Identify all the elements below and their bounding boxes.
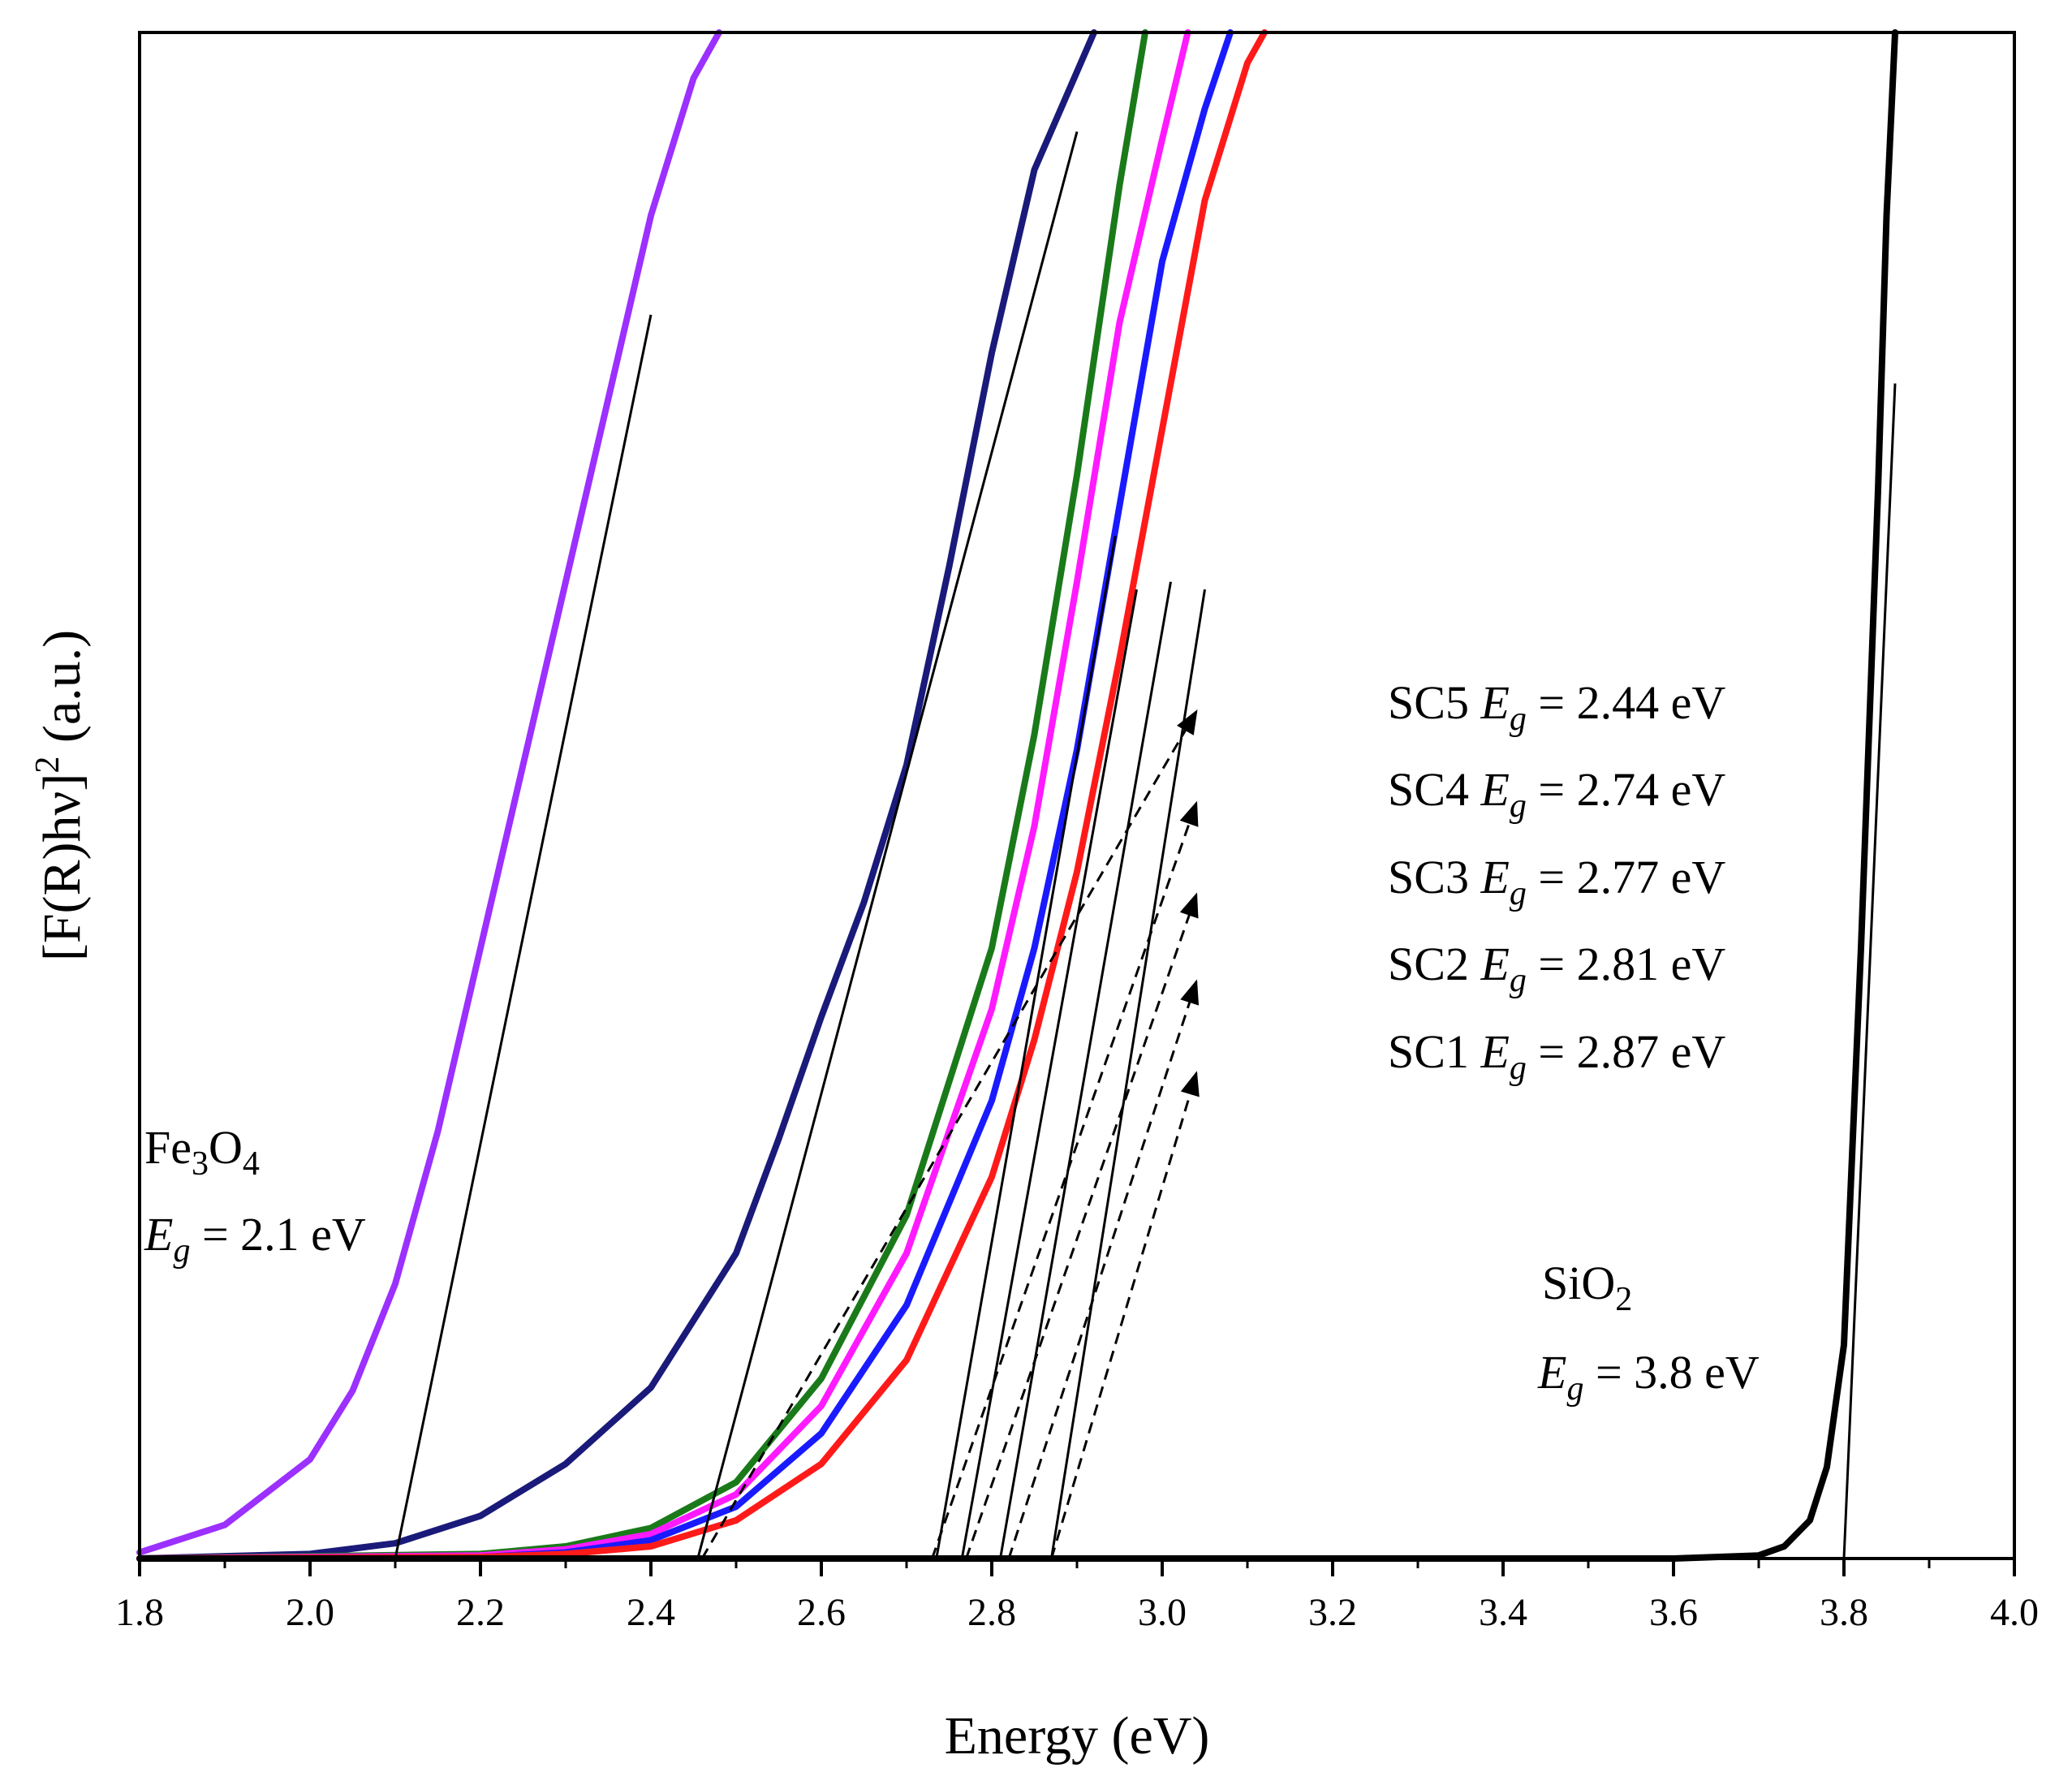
arrow-2 bbox=[1007, 979, 1200, 1559]
sc-labels: SC5 Eg = 2.44 eV SC4 Eg = 2.74 eV SC3 Eg… bbox=[1388, 676, 1725, 1087]
x-tick-label: 2.0 bbox=[286, 1591, 334, 1634]
series-sio2 bbox=[136, 29, 1898, 1562]
x-tick-label: 2.4 bbox=[627, 1591, 675, 1634]
y-axis-title-suffix: (a.u.) bbox=[32, 630, 92, 757]
arrow-4 bbox=[931, 800, 1199, 1559]
fe3o4-eg: Eg = 2.1 eV bbox=[144, 1208, 366, 1270]
series-sc3 bbox=[136, 29, 1191, 1562]
x-axis-title: Energy (eV) bbox=[945, 1706, 1210, 1766]
sc5-label: SC5 Eg = 2.44 eV bbox=[1388, 676, 1725, 738]
sio2-formula: SiO2 bbox=[1542, 1257, 1632, 1318]
arrow-layer bbox=[700, 709, 1200, 1559]
tangent-sc5 bbox=[696, 131, 1079, 1559]
plot-frame bbox=[138, 31, 2016, 1560]
x-tick-label: 4.0 bbox=[1990, 1591, 2039, 1634]
x-tick-label: 3.6 bbox=[1649, 1591, 1698, 1634]
sc3-label: SC3 Eg = 2.77 eV bbox=[1388, 851, 1725, 912]
sio2-annotation: SiO2 Eg = 3.8 eV bbox=[1537, 1257, 1760, 1408]
y-axis-title-prefix: [F(R)hν] bbox=[32, 774, 92, 961]
series-fe3o4 bbox=[136, 29, 722, 1556]
tangent-sc1 bbox=[1050, 589, 1206, 1559]
arrow-5 bbox=[700, 709, 1198, 1559]
x-tick-label: 3.0 bbox=[1138, 1591, 1187, 1634]
series-sc5 bbox=[136, 29, 1097, 1562]
tangent-layer bbox=[394, 131, 1897, 1559]
sio2-eg: Eg = 3.8 eV bbox=[1537, 1346, 1760, 1408]
arrow-3 bbox=[965, 892, 1199, 1559]
tangent-sc4 bbox=[935, 536, 1117, 1559]
x-axis: 1.8 2.0 2.2 2.4 2.6 2.8 3.0 3.2 3.4 3.6 3.8 4.0 bbox=[115, 1559, 2039, 1634]
y-axis-title: [F(R)hν]2 (a.u.) bbox=[29, 630, 92, 961]
sc1-label: SC1 Eg = 2.87 eV bbox=[1388, 1025, 1725, 1087]
x-tick-label: 2.6 bbox=[797, 1591, 846, 1634]
sc4-label: SC4 Eg = 2.74 eV bbox=[1388, 763, 1725, 825]
fe3o4-annotation: Fe3O4 Eg = 2.1 eV bbox=[144, 1121, 366, 1270]
tangent-fe3o4 bbox=[394, 314, 653, 1559]
sc2-label: SC2 Eg = 2.81 eV bbox=[1388, 938, 1725, 999]
fe3o4-formula: Fe3O4 bbox=[144, 1121, 260, 1183]
series-sc1 bbox=[136, 29, 1268, 1562]
x-tick-label: 1.8 bbox=[115, 1591, 164, 1634]
x-tick-label: 3.4 bbox=[1479, 1591, 1527, 1634]
arrow-1 bbox=[1050, 1071, 1200, 1559]
x-tick-label: 3.8 bbox=[1820, 1591, 1868, 1634]
tangent-sc2 bbox=[999, 581, 1172, 1559]
tangent-sio2 bbox=[1842, 383, 1897, 1559]
x-tick-label: 2.8 bbox=[967, 1591, 1016, 1634]
y-axis-title-sup: 2 bbox=[29, 757, 67, 774]
x-tick-label: 2.2 bbox=[456, 1591, 505, 1634]
series-layer bbox=[136, 29, 1898, 1562]
tangent-sc3 bbox=[960, 589, 1138, 1559]
x-tick-label: 3.2 bbox=[1308, 1591, 1357, 1634]
